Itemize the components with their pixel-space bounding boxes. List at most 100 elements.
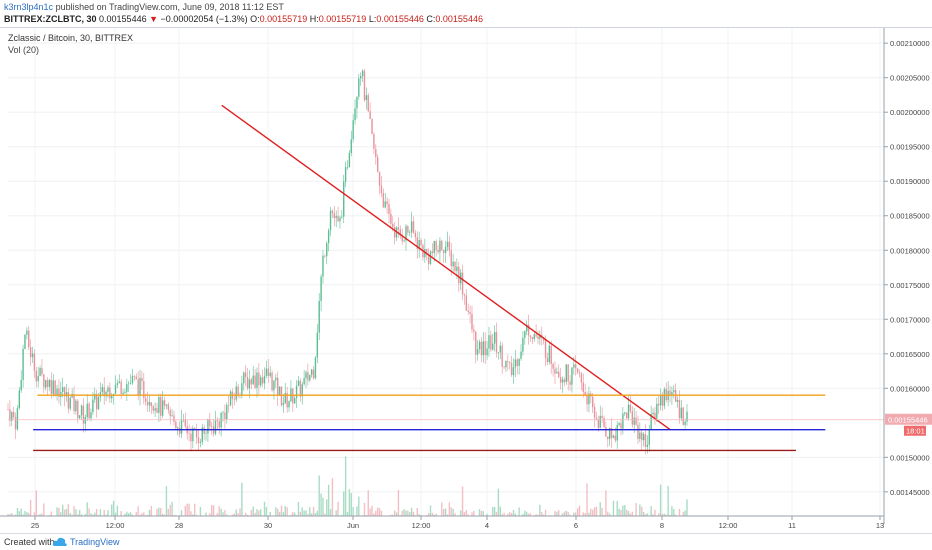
volume-bar — [209, 513, 211, 516]
volume-bar — [442, 509, 445, 516]
volume-bar — [452, 508, 454, 516]
candle-body — [490, 335, 492, 350]
volume-bar — [631, 511, 634, 516]
candle-body — [167, 404, 170, 411]
candle-body — [575, 364, 577, 369]
volume-bar — [303, 510, 305, 516]
candle-body — [214, 420, 217, 434]
candle-body — [454, 261, 456, 271]
volume-bar — [60, 512, 62, 516]
volume-bar — [497, 488, 500, 516]
candle-body — [235, 386, 237, 400]
candle-body — [407, 226, 409, 233]
candle-body — [292, 388, 294, 404]
author-link[interactable]: k3rn3lp4n1c — [4, 2, 54, 12]
candle-body — [492, 343, 494, 350]
volume-bar — [444, 508, 447, 516]
candle-body — [386, 201, 388, 205]
candle-body — [558, 371, 560, 378]
candle-body — [522, 337, 524, 352]
volume-bar — [256, 509, 258, 516]
candle-body — [442, 250, 445, 253]
candle-body — [216, 420, 219, 422]
volume-bar — [77, 514, 79, 516]
candle-body — [303, 378, 305, 385]
candle-body — [261, 377, 264, 384]
candle-body — [648, 429, 650, 445]
volume-bar — [143, 512, 145, 516]
volume-bar — [148, 509, 151, 516]
candle-body — [478, 341, 481, 350]
candle-body — [605, 427, 607, 437]
candle-body — [671, 392, 673, 396]
volume-bar — [239, 508, 241, 516]
candle-body — [403, 240, 405, 242]
volume-bar — [465, 510, 468, 516]
candle-body — [469, 312, 471, 314]
volume-bar — [588, 512, 590, 516]
candle-body — [278, 386, 281, 396]
candle-body — [165, 404, 168, 406]
volume-bar — [22, 514, 24, 516]
candle-body — [410, 221, 413, 233]
volume-bar — [618, 508, 620, 516]
volume-bar — [20, 508, 22, 516]
candle-body — [248, 379, 251, 389]
tradingview-brand[interactable]: TradingView — [70, 537, 120, 547]
candle-body — [352, 120, 354, 140]
candle-body — [680, 407, 683, 419]
price-chart[interactable]: 0.00210000 0.00205000 0.00200000 0.00195000… — [0, 0, 932, 533]
volume-bar — [363, 502, 366, 516]
candle-body — [16, 408, 19, 430]
low-value: 0.00155446 — [376, 14, 424, 24]
volume-bar — [131, 514, 134, 516]
candle-body — [52, 380, 54, 394]
candle-body — [143, 381, 145, 399]
candle-body — [188, 433, 190, 435]
footer: Created with TradingView — [0, 533, 932, 550]
candle-body — [392, 223, 394, 228]
publish-info: published on TradingView.com, June 09, 2… — [55, 2, 284, 12]
volume-bars — [7, 456, 688, 516]
volume-bar — [301, 507, 303, 516]
volume-bar — [233, 513, 236, 516]
candle-body — [43, 374, 45, 388]
candle-body — [659, 395, 662, 406]
candle-body — [218, 421, 220, 428]
candle-body — [441, 240, 443, 251]
volume-bar — [627, 511, 630, 516]
volume-bar — [607, 511, 609, 516]
volume-bar — [369, 508, 371, 516]
candle-body — [160, 396, 162, 416]
volume-bar — [293, 512, 296, 516]
volume-bar — [625, 509, 628, 516]
candle-body — [350, 139, 352, 154]
candle-body — [629, 404, 632, 412]
volume-bar — [644, 514, 647, 516]
volume-bar — [446, 514, 449, 516]
candle-body — [201, 427, 203, 443]
volume-bar — [139, 514, 141, 516]
volume-bar — [307, 513, 309, 516]
candle-body — [343, 181, 345, 217]
candle-body — [229, 391, 232, 406]
candle-body — [135, 376, 137, 380]
candle-body — [211, 426, 213, 427]
volume-bar — [514, 513, 517, 516]
volume-bar — [410, 507, 413, 516]
candle-body — [620, 423, 622, 429]
timer-label: 18:01 — [906, 427, 925, 436]
candle-body — [597, 419, 600, 428]
volume-bar — [678, 508, 681, 516]
candle-body — [139, 377, 141, 396]
volume-bar — [286, 507, 288, 516]
y-tick-label: 0.00145000 — [890, 488, 930, 497]
x-tick-label: 12:00 — [719, 521, 738, 530]
y-tick-label: 0.00195000 — [890, 143, 930, 152]
candle-body — [627, 404, 630, 419]
candle-body — [525, 324, 528, 332]
candle-body — [67, 392, 70, 409]
candle-body — [252, 375, 254, 385]
candle-body — [137, 379, 139, 396]
volume-bar — [492, 507, 494, 516]
